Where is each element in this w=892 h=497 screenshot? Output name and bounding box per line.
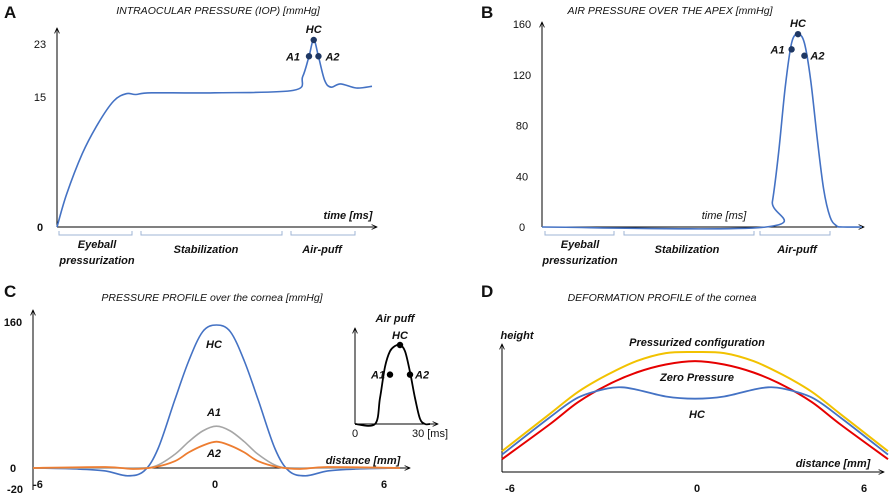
panel-a-phase-2: Stabilization	[174, 244, 239, 256]
panel-a-phase-1a: Eyeball	[78, 239, 117, 251]
panel-c-inset-point-a2	[406, 371, 414, 378]
panel-a-phase-bracket-1	[58, 231, 133, 236]
panel-a-ytick-15: 15	[34, 92, 46, 104]
panel-c-inset-xtick-0: 0	[352, 428, 358, 440]
panel-c-inset-xtick-30: 30 [ms]	[412, 428, 448, 440]
panel-b-phase-bracket-2	[623, 231, 755, 236]
panel-c-label-a1: A1	[206, 407, 221, 419]
panel-c-label-a2: A2	[206, 448, 221, 460]
panel-d: D DEFORMATION PROFILE of the cornea heig…	[481, 282, 889, 495]
panel-b-air-pressure-line	[541, 33, 863, 230]
panel-a-phase-3: Air-puff	[301, 244, 343, 256]
panel-b-point-a1	[788, 46, 795, 53]
panel-d-hc-line	[501, 386, 889, 456]
panel-a-point-a1	[305, 53, 313, 60]
panel-b-phase-bracket-3	[759, 231, 831, 236]
panel-d-label-hc: HC	[689, 409, 706, 421]
panel-c-inset-point-hc	[396, 341, 404, 349]
panel-a: A INTRAOCULAR PRESSURE (IOP) [mmHg] 0 15…	[4, 3, 377, 267]
panel-a-phase-1b: pressurization	[58, 255, 134, 267]
panel-c-inset-air-puff-line	[354, 343, 431, 427]
panel-d-xtick-0: 0	[694, 483, 700, 495]
panel-a-ytick-0: 0	[37, 222, 43, 234]
panel-c-inset-point-a1	[386, 371, 394, 378]
panel-c-hc-line	[32, 324, 401, 477]
panel-c-xtick-0: 0	[212, 479, 218, 491]
panel-a-letter: A	[4, 3, 16, 22]
panel-c-xlabel: distance [mm]	[326, 455, 401, 467]
panel-b: B AIR PRESSURE OVER THE APEX [mmHg] 0 40 8…	[481, 3, 864, 267]
panel-a-iop-line	[56, 39, 373, 228]
panel-b-phase-1b: pressurization	[541, 255, 617, 267]
panel-a-phase-bracket-2	[140, 231, 283, 236]
panel-c-label-hc: HC	[206, 339, 223, 351]
panel-d-letter: D	[481, 282, 493, 301]
panel-d-label-pressurized: Pressurized configuration	[629, 337, 765, 349]
panel-b-phase-3: Air-puff	[776, 244, 818, 256]
panel-b-ytick-160: 160	[513, 19, 531, 31]
panel-b-point-hc	[794, 30, 802, 38]
panel-b-phase-2: Stabilization	[655, 244, 720, 256]
panel-b-point-label-hc: HC	[790, 18, 807, 30]
panel-c-inset-point-label-a1: A1	[370, 370, 385, 382]
panel-c-a2-line	[32, 440, 401, 470]
panel-b-point-label-a1: A1	[770, 44, 785, 56]
panel-b-letter: B	[481, 3, 493, 22]
panel-a-point-label-hc: HC	[306, 24, 323, 36]
panel-c: C PRESSURE PROFILE over the cornea [mmHg…	[4, 282, 448, 496]
panel-c-xtick-minus6: -6	[33, 479, 43, 491]
panel-a-xlabel: time [ms]	[324, 210, 373, 222]
panel-b-ytick-0: 0	[519, 222, 525, 234]
panel-d-zero-pressure-line	[501, 360, 889, 461]
panel-c-inset-point-label-hc: HC	[392, 330, 409, 342]
panel-c-inset-point-label-a2: A2	[414, 370, 429, 382]
panel-d-xtick-6: 6	[861, 483, 867, 495]
panel-c-ytick-minus20: -20	[7, 484, 23, 496]
panel-c-inset: Air puff A1 HC A2 0 30 [ms]	[352, 313, 448, 440]
panel-b-ytick-40: 40	[516, 171, 528, 183]
panel-c-ytick-0: 0	[10, 463, 16, 475]
panel-d-label-zero-pressure: Zero Pressure	[659, 372, 734, 384]
panel-d-ylabel: height	[501, 330, 535, 342]
panel-c-ytick-160: 160	[4, 317, 22, 329]
panel-a-point-a2	[315, 53, 322, 60]
panel-d-xlabel: distance [mm]	[796, 458, 871, 470]
panel-d-xtick-minus6: -6	[505, 483, 515, 495]
panel-a-ytick-23: 23	[34, 39, 46, 51]
panel-d-pressurized-line	[501, 350, 889, 452]
panel-b-ytick-120: 120	[513, 70, 531, 82]
panel-b-phase-bracket-1	[544, 231, 615, 236]
panel-a-point-label-a2: A2	[324, 51, 339, 63]
panel-b-title: AIR PRESSURE OVER THE APEX [mmHg]	[567, 5, 774, 17]
panel-a-point-label-a1: A1	[285, 51, 300, 63]
panel-b-point-label-a2: A2	[809, 51, 824, 63]
panel-d-title: DEFORMATION PROFILE of the cornea	[568, 292, 757, 304]
panel-c-xtick-6: 6	[381, 479, 387, 491]
panel-c-title: PRESSURE PROFILE over the cornea [mmHg]	[101, 292, 323, 304]
panel-a-title: INTRAOCULAR PRESSURE (IOP) [mmHg]	[116, 5, 321, 17]
panel-c-letter: C	[4, 282, 16, 301]
panel-c-inset-title: Air puff	[375, 313, 416, 325]
panel-b-point-a2	[801, 52, 808, 59]
panel-a-phase-bracket-3	[290, 231, 356, 236]
panel-b-ytick-80: 80	[516, 121, 528, 133]
panel-a-point-hc	[310, 36, 317, 44]
panel-b-xlabel: time [ms]	[702, 210, 748, 222]
panel-b-phase-1a: Eyeball	[561, 239, 600, 251]
